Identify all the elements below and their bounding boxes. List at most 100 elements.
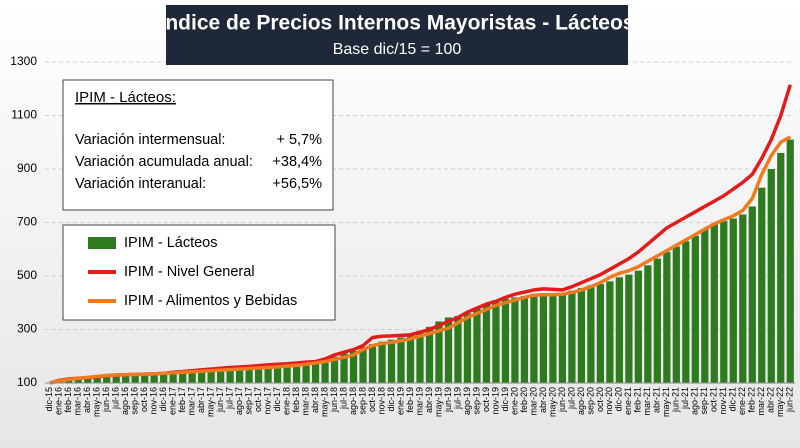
x-tick-label: feb-21 [633,387,643,413]
bar [473,308,481,383]
x-tick-label: nov-18 [376,387,386,415]
x-tick-label: jun-21 [671,387,681,413]
x-tick-label: ago-19 [462,387,472,415]
x-tick-label: sep-20 [585,387,595,415]
x-tick-label: abr-19 [424,387,434,413]
x-tick-label: jul-16 [111,387,121,410]
bar [606,281,614,383]
bar [482,304,491,383]
bar [217,366,225,383]
x-tick-label: ene-22 [737,387,747,415]
annotation-label: Variación acumulada anual: [75,154,253,170]
x-tick-label: oct-21 [709,387,719,412]
x-tick-label: feb-18 [291,387,301,413]
bar [691,235,699,383]
line [49,135,792,385]
x-tick-label: feb-19 [405,387,415,413]
x-tick-label: ago-17 [234,387,244,415]
bar [65,380,73,383]
bar [444,317,453,383]
y-tick-label: 1100 [11,108,37,122]
bar [634,270,642,383]
x-tick-label: abr-21 [652,387,662,413]
bar [416,330,424,383]
x-tick-label: feb-22 [747,387,757,413]
x-tick-label: nov-16 [149,387,159,415]
x-tick-label: abr-16 [82,387,92,413]
bar [273,363,282,383]
x-tick-label: ene-16 [54,387,64,415]
bar [368,344,377,383]
x-tick-label: jul-20 [566,387,576,410]
bar [596,284,604,383]
bar [93,378,101,383]
x-tick-label: abr-20 [538,387,548,413]
x-tick-label: oct-19 [481,387,491,412]
x-tick-label: ene-19 [395,387,405,415]
bar [236,365,244,383]
x-tick-label: jun-18 [329,387,339,413]
bar [492,300,500,383]
bar [198,368,206,383]
bar [112,376,120,383]
x-tick-label: jun-20 [557,387,567,413]
x-tick-label: ago-21 [690,387,700,415]
x-tick-label: mar-20 [528,387,538,416]
annotation-value: +56,5% [272,176,322,192]
y-tick-label: 1300 [10,54,37,68]
x-tick-label: sep-17 [243,387,253,415]
x-tick-label: may-17 [206,387,216,417]
x-tick-label: nov-21 [718,387,728,415]
x-tick-label: nov-20 [604,387,614,415]
bar [359,346,367,383]
bar [245,365,253,383]
bar [653,258,661,383]
x-tick-label: nov-19 [490,387,500,415]
bar [777,152,785,383]
y-tick-label: 100 [17,375,37,389]
x-tick-label: mar-21 [642,387,652,416]
bar [511,297,519,383]
x-tick-label: oct-16 [139,387,149,412]
bar [179,370,187,383]
x-tick-label: dic-18 [386,387,396,412]
x-tick-label: dic-20 [614,387,624,412]
x-tick-label: abr-22 [766,387,776,413]
bar [255,364,263,383]
y-tick-label: 300 [17,322,37,336]
bar [160,372,168,383]
bar [549,294,557,383]
bar [568,290,576,383]
bar [349,350,358,383]
bar [387,339,396,383]
bar [720,221,728,383]
bar [340,353,348,383]
bar [188,369,196,383]
bar [701,229,709,383]
x-tick-label: may-16 [92,387,102,417]
x-tick-label: jun-16 [101,387,111,413]
bar [406,334,415,383]
x-tick-label: ene-17 [168,387,178,415]
annotation-box [62,79,334,211]
bar [539,295,548,383]
bar [292,362,301,383]
bar [672,246,680,383]
bar [587,285,595,383]
x-tick-label: mar-16 [73,387,83,416]
annotation-value: + 5,7% [276,132,322,148]
x-tick-label: oct-18 [367,387,377,412]
bar [302,361,310,383]
annotation-label: Variación intermensual: [75,132,225,148]
x-tick-label: sep-19 [471,387,481,415]
legend-label: IPIM - Lácteos [124,235,217,251]
x-tick-label: may-18 [319,387,329,417]
x-tick-label: feb-20 [519,387,529,413]
bar [625,274,633,383]
bar [530,296,538,383]
x-tick-label: may-22 [775,387,785,417]
bar [264,364,272,383]
x-tick-label: dic-16 [158,387,168,412]
